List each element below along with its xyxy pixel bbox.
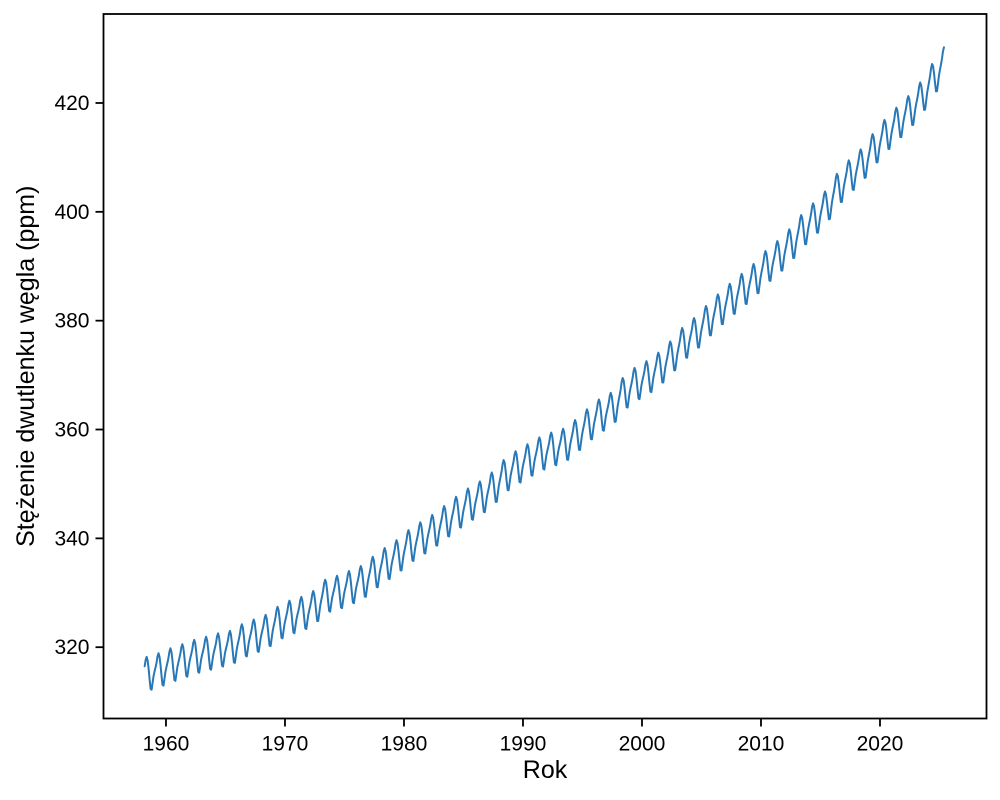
y-tick-label: 360 — [54, 419, 89, 442]
plot-frame-box — [102, 13, 988, 720]
co2-series-line — [143, 46, 945, 691]
x-tick-label: 1990 — [500, 733, 547, 756]
y-tick-label: 320 — [54, 636, 89, 659]
x-tick-label: 1980 — [381, 733, 428, 756]
x-tick-label: 1970 — [262, 733, 309, 756]
x-axis: 1960 1970 1980 1990 2000 2010 2020 — [143, 718, 904, 756]
x-tick-label: 2020 — [857, 733, 904, 756]
plot-frame — [102, 13, 988, 720]
y-tick-label: 420 — [54, 92, 89, 115]
y-tick-label: 400 — [54, 201, 89, 224]
y-tick-label: 380 — [54, 310, 89, 333]
x-tick-label: 2010 — [738, 733, 785, 756]
x-tick-label: 2000 — [619, 733, 666, 756]
x-tick-label: 1960 — [143, 733, 190, 756]
y-tick-label: 340 — [54, 527, 89, 550]
x-axis-label: Rok — [523, 756, 568, 784]
co2-series — [143, 46, 945, 691]
y-axis-label: Stężenie dwutlenku węgla (ppm) — [12, 186, 40, 547]
y-axis: 320 340 360 380 400 420 — [54, 92, 104, 659]
